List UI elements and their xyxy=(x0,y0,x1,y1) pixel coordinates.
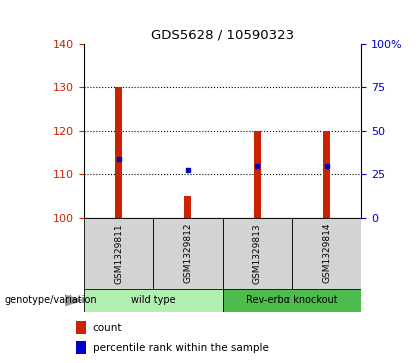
Polygon shape xyxy=(65,295,82,306)
Bar xyxy=(223,218,292,289)
Bar xyxy=(76,341,86,354)
Bar xyxy=(323,131,330,218)
Bar xyxy=(292,218,361,289)
Bar xyxy=(84,289,223,312)
Bar xyxy=(223,289,361,312)
Bar xyxy=(254,131,261,218)
Text: wild type: wild type xyxy=(131,295,176,305)
Text: Rev-erbα knockout: Rev-erbα knockout xyxy=(246,295,338,305)
Title: GDS5628 / 10590323: GDS5628 / 10590323 xyxy=(151,28,294,41)
Text: GSM1329813: GSM1329813 xyxy=(253,223,262,284)
Bar xyxy=(84,218,153,289)
Bar xyxy=(115,87,122,218)
Text: GSM1329814: GSM1329814 xyxy=(322,223,331,284)
Text: percentile rank within the sample: percentile rank within the sample xyxy=(93,343,269,352)
Text: GSM1329811: GSM1329811 xyxy=(114,223,123,284)
Text: genotype/variation: genotype/variation xyxy=(4,295,97,305)
Text: GSM1329812: GSM1329812 xyxy=(184,223,192,284)
Bar xyxy=(76,321,86,334)
Text: count: count xyxy=(93,323,122,333)
Bar xyxy=(184,196,192,218)
Bar xyxy=(153,218,223,289)
